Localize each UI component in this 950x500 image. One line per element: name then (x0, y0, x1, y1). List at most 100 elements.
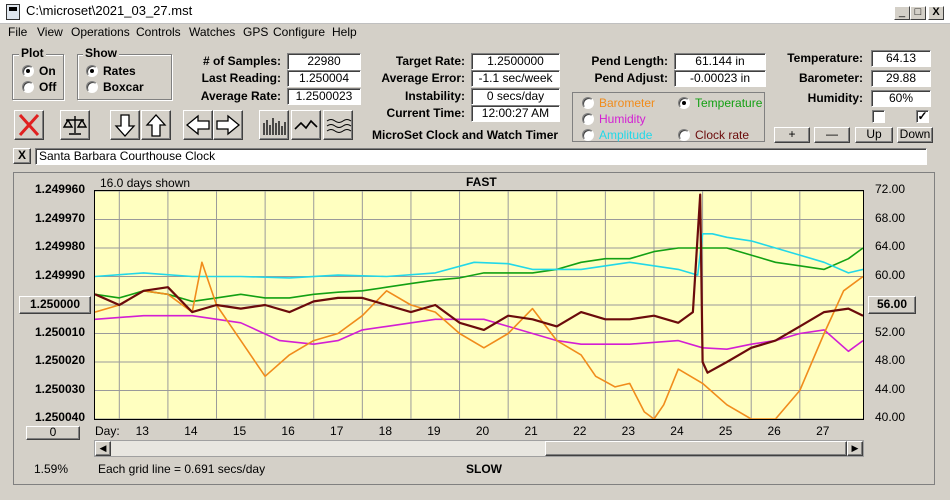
show-group-title: Show (83, 46, 119, 60)
x-tick-label: 26 (767, 424, 781, 438)
temperature-option-label: Temperature (695, 96, 763, 110)
x-tick-label: 19 (427, 424, 441, 438)
app-icon (6, 4, 20, 20)
avg-rate-field: 1.2500023 (287, 88, 361, 105)
clock-rate-radio[interactable] (678, 129, 690, 141)
y-right-tick-label: 48.00 (875, 353, 906, 367)
series-clock-rate (95, 193, 863, 374)
menu-bar: File View Operations Controls Watches GP… (0, 24, 950, 42)
show-rates-label: Rates (103, 64, 136, 78)
x-tick-label: 24 (670, 424, 684, 438)
humidity-option-label: Humidity (599, 112, 646, 126)
humidity-field: 60% (871, 90, 931, 107)
plus-button[interactable]: + (774, 127, 810, 143)
right-arrow-button[interactable] (213, 110, 243, 140)
current-time-field: 12:00:27 AM (471, 105, 560, 122)
x-tick-label: 13 (135, 424, 149, 438)
clear-button[interactable] (14, 110, 44, 140)
menu-watches[interactable]: Watches (189, 25, 236, 39)
y-right-tick-label: 72.00 (875, 182, 906, 196)
menu-file[interactable]: File (8, 25, 28, 39)
title-bar: C:\microset\2021_03_27.mst _ □ X (0, 0, 950, 24)
line-view-button[interactable] (291, 110, 321, 140)
menu-operations[interactable]: Operations (71, 25, 130, 39)
right-arrow-icon (216, 114, 241, 136)
y-left-tick-label: 1.249970 (34, 210, 85, 225)
y-left-tick-label: 1.249980 (34, 239, 85, 253)
left-arrow-button[interactable] (183, 110, 213, 140)
percent-label: 1.59% (34, 462, 69, 476)
env-checkbox-left[interactable] (872, 110, 885, 123)
show-boxcar-radio[interactable] (86, 81, 98, 93)
up-button[interactable]: Up (855, 127, 893, 143)
offset-button[interactable]: 0 (26, 426, 80, 440)
clock-name-field[interactable]: Santa Barbara Courthouse Clock (35, 148, 927, 165)
y-left-tick-label: 1.250040 (34, 410, 85, 424)
x-tick-label: 18 (378, 424, 392, 438)
chart-panel (13, 172, 935, 485)
balance-button[interactable] (60, 110, 90, 140)
y-right-tick-label: 60.00 (875, 267, 906, 282)
menu-help[interactable]: Help (332, 25, 357, 39)
y-right-tick-label: 68.00 (875, 210, 906, 225)
current-time-label: Current Time: (386, 106, 465, 120)
barometer-field: 29.88 (871, 70, 931, 87)
maximize-button[interactable]: □ (910, 6, 926, 20)
target-rate-field: 1.2500000 (471, 53, 560, 70)
minimize-button[interactable]: _ (894, 6, 910, 20)
plot-off-label: Off (39, 80, 57, 94)
menu-configure[interactable]: Configure (273, 25, 326, 39)
plot-on-label: On (39, 64, 56, 78)
temperature-label: Temperature: (787, 51, 863, 65)
y-left-tick-label: 1.249990 (34, 267, 85, 282)
clock-rate-option-label: Clock rate (695, 128, 750, 142)
waves-icon (326, 119, 352, 133)
menu-controls[interactable]: Controls (136, 25, 181, 39)
days-shown-label: 16.0 days shown (100, 176, 191, 190)
clock-close-button[interactable]: X (13, 148, 31, 164)
down-button[interactable]: Down (897, 127, 933, 143)
instability-field: 0 secs/day (471, 88, 560, 105)
avg-rate-label: Average Rate: (200, 89, 281, 103)
wave-view-button[interactable] (323, 110, 353, 140)
reference-value-button[interactable]: 56.00 (868, 296, 916, 314)
x-tick-label: 16 (281, 424, 295, 438)
x-tick-label: 27 (816, 424, 830, 438)
y-right-tick-label: 52.00 (875, 324, 906, 339)
chart-scrollbar[interactable]: ◀ ▶ (94, 440, 864, 457)
x-tick-label: 15 (232, 424, 247, 438)
menu-view[interactable]: View (37, 25, 63, 39)
x-tick-label: 23 (621, 424, 636, 438)
last-reading-label: Last Reading: (201, 71, 281, 85)
humidity-radio[interactable] (582, 113, 594, 125)
down-arrow-button[interactable] (110, 110, 140, 140)
scroll-right-button[interactable]: ▶ (847, 441, 863, 456)
temperature-radio[interactable] (678, 97, 690, 109)
minus-button[interactable]: — (814, 127, 850, 143)
series-amplitude (95, 232, 863, 279)
bars-view-button[interactable] (259, 110, 289, 140)
up-arrow-button[interactable] (141, 110, 171, 140)
scroll-thumb[interactable] (545, 441, 847, 456)
show-boxcar-label: Boxcar (103, 80, 144, 94)
x-tick-label: 14 (184, 424, 198, 438)
barometer-option-label: Barometer (599, 96, 656, 110)
amplitude-radio[interactable] (582, 129, 594, 141)
close-button[interactable]: X (928, 6, 944, 20)
barometer-radio[interactable] (582, 97, 594, 109)
wave-line-icon (294, 119, 318, 130)
reference-rate-button[interactable]: 1.250000 (19, 296, 91, 314)
scroll-left-button[interactable]: ◀ (95, 441, 111, 456)
show-rates-radio[interactable] (86, 65, 98, 77)
x-tick-label: 21 (524, 424, 538, 438)
menu-gps[interactable]: GPS (243, 25, 269, 39)
down-arrow-icon (114, 114, 136, 137)
series-barometer (95, 261, 863, 419)
plot-on-radio[interactable] (22, 65, 34, 77)
env-checkbox-right[interactable]: ✓ (916, 109, 929, 123)
y-right-tick-label: 44.00 (875, 381, 906, 396)
show-group (77, 54, 172, 100)
plot-area (94, 190, 864, 420)
left-arrow-icon (185, 114, 210, 136)
plot-off-radio[interactable] (22, 81, 34, 93)
